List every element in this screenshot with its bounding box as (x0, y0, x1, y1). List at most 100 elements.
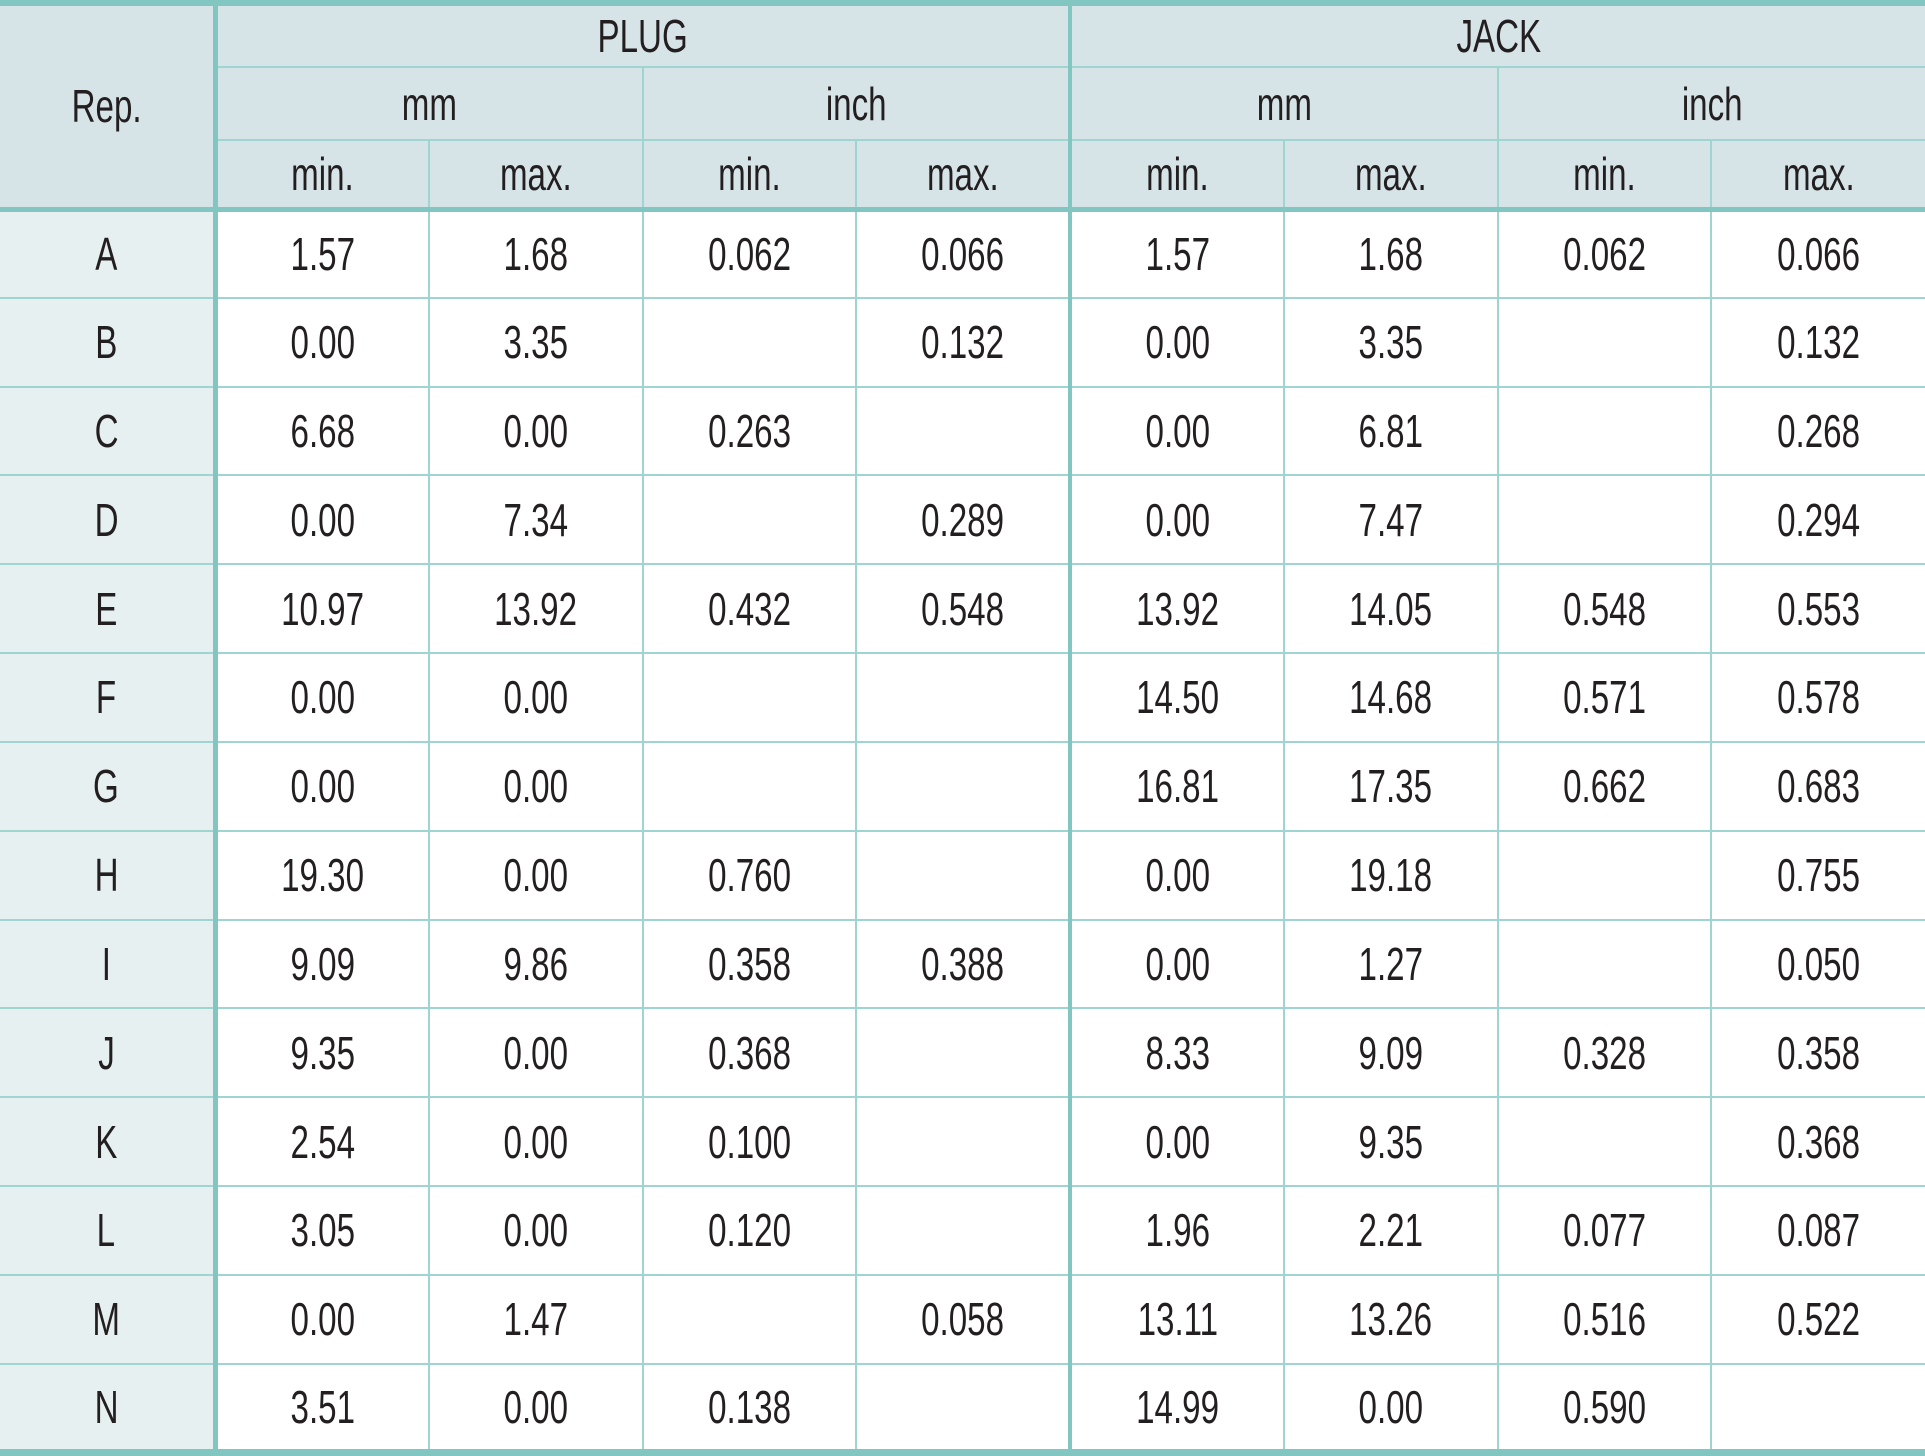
table-body: A 1.57 1.68 0.062 0.066 1.57 1.68 0.062 0.066 B 0.… (0, 208, 1925, 1454)
value-text: 0.683 (1777, 760, 1861, 813)
value-cell: 0.358 (641, 918, 858, 1010)
value-cell: 0.548 (1496, 563, 1713, 655)
value-cell: 7.34 (427, 474, 644, 566)
value-cell (1496, 918, 1713, 1010)
value-cell: 0.328 (1496, 1007, 1713, 1099)
row-label: K (95, 1115, 118, 1168)
value-cell: 0.760 (641, 829, 858, 921)
value-text: 7.47 (1358, 493, 1423, 546)
value-cell: 0.553 (1710, 563, 1925, 655)
value-text: 0.00 (1145, 316, 1210, 369)
value-text: 3.51 (290, 1380, 355, 1433)
row-label: J (97, 1026, 115, 1079)
value-cell: 0.00 (1068, 1096, 1285, 1187)
value-cell: 13.92 (1068, 563, 1285, 655)
value-cell: 0.00 (1068, 918, 1285, 1010)
row-label: I (101, 937, 111, 990)
value-cell: 0.289 (855, 474, 1071, 566)
value-text: 0.00 (503, 849, 568, 902)
value-text: 0.132 (1777, 316, 1861, 369)
value-cell (855, 385, 1071, 477)
value-text: 0.755 (1777, 849, 1861, 902)
minmax-label: max. (1354, 147, 1427, 200)
value-cell: 0.368 (1710, 1096, 1925, 1187)
value-cell (855, 740, 1071, 832)
jack-mm-header: mm (1068, 66, 1499, 141)
row-label: F (96, 671, 117, 724)
value-cell (855, 1096, 1071, 1187)
value-cell: 0.00 (427, 1184, 644, 1276)
minmax-header-cell: max. (1710, 139, 1925, 212)
value-text: 0.00 (503, 671, 568, 724)
jack-inch-label: inch (1681, 77, 1743, 130)
minmax-label: min. (1573, 147, 1636, 200)
value-text: 1.27 (1358, 937, 1423, 990)
table-row: M 0.00 1.47 0.058 13.11 13.26 0.516 0.522 (0, 1273, 1925, 1365)
value-text: 0.00 (1145, 405, 1210, 458)
value-cell: 0.683 (1710, 740, 1925, 832)
value-text: 0.268 (1777, 405, 1861, 458)
value-text: 0.00 (503, 760, 568, 813)
value-text: 9.09 (1358, 1026, 1423, 1079)
value-text: 0.00 (1145, 1115, 1210, 1168)
value-cell: 0.00 (214, 296, 430, 388)
value-text: 0.00 (290, 671, 355, 724)
plug-inch-label: inch (825, 77, 887, 130)
value-text: 2.21 (1358, 1204, 1423, 1257)
value-text: 0.00 (503, 1115, 568, 1168)
jack-inch-header: inch (1496, 66, 1925, 141)
value-cell: 0.388 (855, 918, 1071, 1010)
plug-mm-label: mm (401, 77, 458, 130)
minmax-header-cell: max. (427, 139, 644, 212)
rep-header-cell: Rep. (0, 2, 218, 212)
row-label-cell: K (0, 1096, 218, 1187)
minmax-header-cell: min. (1068, 139, 1285, 212)
value-cell: 6.81 (1282, 385, 1499, 477)
value-text: 14.05 (1349, 582, 1433, 635)
value-cell: 17.35 (1282, 740, 1499, 832)
value-cell: 19.30 (214, 829, 430, 921)
row-label: G (93, 760, 120, 813)
value-text: 14.99 (1135, 1380, 1219, 1433)
plug-inch-header: inch (641, 66, 1071, 141)
value-text: 0.00 (503, 405, 568, 458)
value-text: 0.138 (707, 1380, 791, 1433)
table-row: E 10.97 13.92 0.432 0.548 13.92 14.05 0.548 0.55… (0, 563, 1925, 655)
value-cell: 3.05 (214, 1184, 430, 1276)
row-label: E (95, 582, 118, 635)
table-row: A 1.57 1.68 0.062 0.066 1.57 1.68 0.062 0.066 (0, 208, 1925, 299)
value-cell: 1.68 (427, 208, 644, 299)
value-text: 0.062 (1562, 228, 1646, 281)
value-text: 6.68 (290, 405, 355, 458)
value-cell: 9.09 (1282, 1007, 1499, 1099)
row-label-cell: J (0, 1007, 218, 1099)
value-cell: 0.590 (1496, 1362, 1713, 1454)
minmax-header-cell: min. (1496, 139, 1713, 212)
row-label-cell: M (0, 1273, 218, 1365)
row-label-cell: F (0, 652, 218, 743)
value-cell: 0.432 (641, 563, 858, 655)
row-label-cell: H (0, 829, 218, 921)
value-cell: 13.26 (1282, 1273, 1499, 1365)
value-text: 9.35 (290, 1026, 355, 1079)
value-cell: 0.050 (1710, 918, 1925, 1010)
value-cell: 13.11 (1068, 1273, 1285, 1365)
value-text: 3.05 (290, 1204, 355, 1257)
value-text: 0.662 (1562, 760, 1646, 813)
value-text: 1.96 (1145, 1204, 1210, 1257)
value-text: 0.066 (921, 228, 1005, 281)
minmax-label: max. (499, 147, 572, 200)
value-cell: 19.18 (1282, 829, 1499, 921)
minmax-header-cell: max. (1282, 139, 1499, 212)
value-text: 19.30 (281, 849, 365, 902)
unit-header-row: mm inch mm inch (0, 66, 1925, 141)
value-cell (1496, 385, 1713, 477)
value-text: 0.548 (1562, 582, 1646, 635)
value-cell: 0.062 (1496, 208, 1713, 299)
value-cell: 3.35 (427, 296, 644, 388)
value-cell: 0.062 (641, 208, 858, 299)
minmax-header-cell: min. (641, 139, 858, 212)
table-row: K 2.54 0.00 0.100 0.00 9.35 0.368 (0, 1096, 1925, 1187)
value-cell: 10.97 (214, 563, 430, 655)
value-text: 0.00 (1145, 493, 1210, 546)
